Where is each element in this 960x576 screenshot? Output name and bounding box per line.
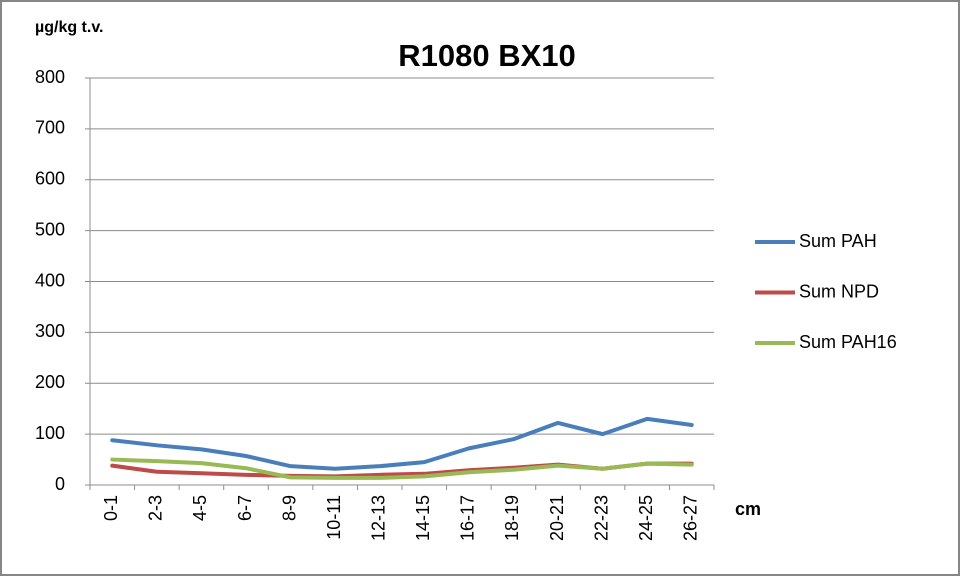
x-tick-label: 0-1	[101, 495, 121, 521]
x-tick-label: 2-3	[146, 495, 166, 521]
x-axis-label: cm	[735, 499, 761, 519]
legend-label: Sum PAH16	[799, 332, 897, 352]
y-tick-label: 800	[35, 67, 65, 87]
y-tick-label: 200	[35, 372, 65, 392]
x-tick-label: 12-13	[368, 495, 388, 541]
x-tick-label: 6-7	[235, 495, 255, 521]
x-tick-label: 16-17	[458, 495, 478, 541]
data-line	[110, 416, 694, 471]
y-axis-label: µg/kg t.v.	[35, 19, 103, 36]
legend-label: Sum PAH	[799, 231, 877, 251]
y-tick-label: 0	[55, 474, 65, 494]
x-tick-label: 22-23	[591, 495, 611, 541]
y-tick-label: 700	[35, 118, 65, 138]
x-tick-label: 8-9	[279, 495, 299, 521]
x-tick-label: 26-27	[680, 495, 700, 541]
x-tick-label: 14-15	[413, 495, 433, 541]
data-line	[110, 457, 694, 480]
y-tick-label: 300	[35, 321, 65, 341]
x-tick-label: 4-5	[190, 495, 210, 521]
y-tick-label: 500	[35, 219, 65, 239]
y-tick-label: 400	[35, 270, 65, 290]
chart-title: R1080 BX10	[398, 38, 576, 73]
x-tick-label: 24-25	[636, 495, 656, 541]
y-tick-label: 600	[35, 169, 65, 189]
x-tick-label: 10-11	[324, 495, 344, 540]
legend-label: Sum NPD	[799, 281, 879, 301]
x-tick-label: 18-19	[502, 495, 522, 541]
y-tick-label: 100	[35, 423, 65, 443]
x-tick-label: 20-21	[547, 495, 567, 541]
